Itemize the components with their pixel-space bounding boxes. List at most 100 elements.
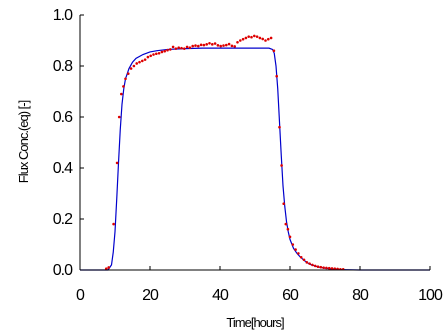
data-point — [216, 44, 220, 47]
data-point — [322, 266, 325, 270]
data-point — [177, 46, 180, 49]
data-point — [264, 39, 267, 42]
data-point — [146, 55, 150, 59]
data-point — [333, 267, 337, 271]
data-point — [313, 264, 317, 268]
data-point — [233, 45, 236, 48]
data-point — [227, 42, 231, 46]
y-tick-label: 1.0 — [53, 7, 73, 24]
ticks: 0 20 40 60 80 100 0.0 0.2 0.4 0.6 0.8 1.0 — [53, 7, 444, 304]
x-tick-label: 20 — [142, 287, 159, 304]
data-point — [297, 252, 300, 255]
data-point — [120, 92, 123, 96]
x-tick-label: 80 — [352, 287, 369, 304]
data-point — [166, 48, 169, 52]
data-point — [199, 43, 203, 47]
data-point — [208, 42, 211, 45]
data-point — [302, 258, 306, 262]
data-point — [122, 85, 125, 88]
data-point — [197, 44, 200, 48]
data-point — [211, 43, 214, 46]
x-tick-label: 100 — [418, 287, 443, 304]
data-point — [107, 266, 110, 269]
data-point — [160, 50, 164, 54]
data-point — [115, 161, 119, 165]
data-point — [319, 265, 323, 269]
data-point — [255, 35, 259, 38]
data-point — [205, 43, 208, 46]
y-axis-label: Flux Conc.(eq) [-] — [16, 100, 31, 183]
data-point — [258, 36, 262, 40]
data-point — [112, 222, 115, 226]
data-point — [272, 49, 276, 52]
data-point — [311, 263, 314, 267]
data-point — [330, 267, 334, 270]
data-point — [269, 36, 273, 40]
data-point — [305, 261, 309, 264]
data-point — [327, 266, 331, 270]
data-point — [135, 62, 138, 65]
data-point — [280, 164, 283, 167]
x-tick-label: 40 — [212, 287, 229, 304]
data-point — [149, 54, 152, 58]
data-point — [124, 77, 127, 81]
data-point — [185, 45, 189, 49]
data-point — [239, 39, 242, 42]
data-point — [138, 60, 141, 64]
data-point — [294, 248, 297, 251]
data-point — [267, 37, 270, 41]
data-point — [250, 35, 253, 39]
y-tick-label: 0.2 — [53, 211, 73, 228]
data-point — [278, 125, 281, 129]
x-tick-label: 60 — [282, 287, 299, 304]
data-point — [288, 235, 292, 239]
y-tick-label: 0.0 — [53, 262, 73, 279]
data-point — [188, 46, 192, 49]
data-point — [225, 43, 228, 47]
data-point — [261, 37, 265, 41]
data-point — [191, 44, 194, 48]
data-point — [247, 35, 250, 38]
data-point — [299, 255, 303, 259]
data-point — [104, 267, 108, 271]
data-point — [222, 44, 225, 47]
data-point — [202, 43, 206, 47]
data-point — [132, 64, 136, 68]
data-point — [219, 44, 222, 48]
x-axis-label: Time[hours] — [226, 315, 284, 330]
data-point — [169, 48, 172, 51]
data-point — [325, 266, 328, 270]
model-line — [80, 47, 430, 271]
axes — [79, 15, 430, 271]
data-point — [163, 49, 166, 53]
data-point — [213, 42, 217, 45]
data-point — [152, 53, 155, 56]
data-point — [174, 47, 178, 50]
data-point — [129, 67, 133, 70]
data-point — [194, 44, 197, 47]
data-point — [141, 59, 144, 63]
data-point — [155, 52, 158, 56]
y-tick-label: 0.6 — [53, 109, 73, 126]
x-tick-label: 0 — [76, 287, 85, 304]
data-point — [180, 46, 183, 50]
data-point — [117, 115, 121, 119]
data-point — [171, 45, 175, 49]
y-tick-label: 0.8 — [53, 58, 73, 75]
data-point — [236, 40, 239, 44]
data-point — [241, 37, 245, 41]
data-point — [230, 44, 234, 48]
plot-marks — [80, 34, 430, 271]
data-point — [127, 72, 130, 75]
data-point — [284, 222, 288, 226]
data-point — [183, 47, 186, 50]
data-point — [308, 262, 311, 265]
data-point — [275, 74, 279, 78]
data-point — [286, 227, 290, 231]
data-point — [143, 58, 147, 61]
data-point — [316, 265, 320, 268]
data-point — [282, 202, 286, 205]
data-point — [157, 51, 161, 55]
data-point — [253, 34, 256, 38]
